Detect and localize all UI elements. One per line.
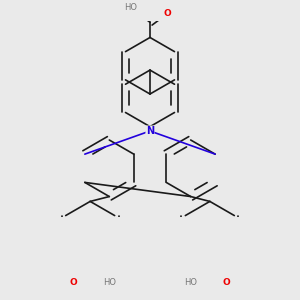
Text: N: N xyxy=(146,126,154,136)
Text: O: O xyxy=(223,278,230,287)
Text: HO: HO xyxy=(103,278,116,287)
Text: HO: HO xyxy=(124,3,137,12)
Text: O: O xyxy=(70,278,77,287)
Text: O: O xyxy=(163,9,171,18)
Text: HO: HO xyxy=(184,278,197,287)
